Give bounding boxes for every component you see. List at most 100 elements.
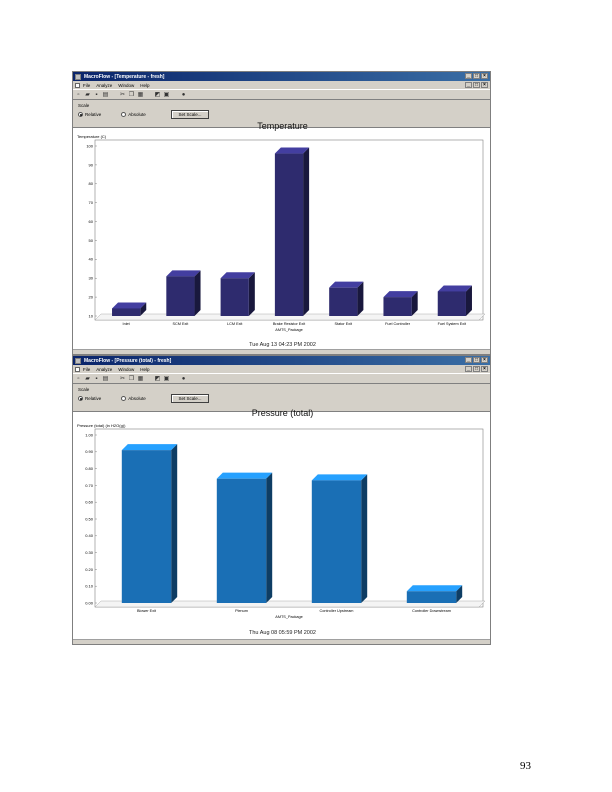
document-icon <box>75 366 80 372</box>
copy-icon[interactable]: ❐ <box>128 91 135 98</box>
temperature-window: MacroFlow - [Temperature - fresh] _ □ × … <box>72 71 491 355</box>
doc-restore-button[interactable]: □ <box>473 82 480 88</box>
copy-icon[interactable]: ❐ <box>128 375 135 382</box>
minimize-button[interactable]: _ <box>465 73 472 79</box>
paste-icon[interactable]: ▦ <box>137 91 144 98</box>
y-tick-label: 0.30 <box>85 550 94 555</box>
pressure-chart: Pressure (total) (in H2O(g)) 0.00 0.10 0.20… <box>77 423 486 619</box>
doc-restore-button[interactable]: □ <box>473 366 480 372</box>
relative-option[interactable]: Relative <box>78 396 101 401</box>
cut-icon[interactable]: ✂ <box>119 91 126 98</box>
toolbar: ▫ ▰ ▪ ▤ ✂ ❐ ▦ ◩ ▣ ● <box>73 89 490 99</box>
menu-help[interactable]: Help <box>140 82 150 88</box>
bar <box>406 591 457 603</box>
relative-label: Relative <box>85 396 102 401</box>
bar <box>329 287 358 316</box>
bar-top <box>406 585 463 592</box>
open-folder-icon[interactable]: ▰ <box>85 91 90 98</box>
x-tick-label: Plenum <box>235 609 248 613</box>
window-title: MacroFlow - [Temperature - fresh] <box>84 73 165 80</box>
title-bar: MacroFlow - [Temperature - fresh] _ □ × <box>73 72 490 81</box>
plot-floor <box>94 600 486 608</box>
doc-minimize-button[interactable]: _ <box>465 82 472 88</box>
bar-top <box>329 281 364 288</box>
print-icon[interactable]: ▤ <box>102 91 109 98</box>
doc-close-button[interactable]: × <box>481 82 488 88</box>
absolute-option[interactable]: Absolute <box>121 112 146 117</box>
document-icon <box>75 82 80 88</box>
bar-top <box>216 472 273 479</box>
save-icon[interactable]: ▪ <box>95 91 98 98</box>
set-scale-button[interactable]: Set Scale... <box>171 110 209 119</box>
menu-window[interactable]: Window <box>118 82 135 88</box>
cut-icon[interactable]: ✂ <box>119 375 126 382</box>
chart-icon[interactable]: ◩ <box>154 91 161 98</box>
y-tick-label: 0.10 <box>85 584 94 589</box>
save-icon[interactable]: ▪ <box>95 375 98 382</box>
table-icon[interactable]: ▣ <box>163 375 170 382</box>
absolute-label: Absolute <box>128 112 146 117</box>
x-tick-label: Controller Upstream <box>320 609 354 613</box>
bar-top <box>112 302 147 309</box>
menu-window[interactable]: Window <box>118 366 135 372</box>
bar-top <box>166 270 201 277</box>
maximize-button[interactable]: □ <box>473 73 480 79</box>
open-folder-icon[interactable]: ▰ <box>85 375 90 382</box>
close-button[interactable]: × <box>481 357 488 363</box>
menu-analyze[interactable]: Analyze <box>96 366 113 372</box>
set-scale-button[interactable]: Set Scale... <box>171 394 209 403</box>
x-axis-label: AMTS_Package <box>275 328 302 332</box>
relative-label: Relative <box>85 112 102 117</box>
x-tick-label: Blower Exit <box>137 609 157 613</box>
bar-side <box>411 291 418 316</box>
table-icon[interactable]: ▣ <box>163 91 170 98</box>
y-tick-label: 0.40 <box>85 533 94 538</box>
minimize-button[interactable]: _ <box>465 357 472 363</box>
bar-side <box>361 474 368 603</box>
bar <box>121 450 172 603</box>
menu-help[interactable]: Help <box>140 366 150 372</box>
bar <box>112 308 141 316</box>
doc-minimize-button[interactable]: _ <box>465 366 472 372</box>
x-tick-label: Inlet <box>123 322 131 326</box>
y-tick-label: 0.70 <box>85 483 94 488</box>
absolute-radio[interactable] <box>121 112 127 117</box>
app-icon <box>75 357 81 364</box>
x-tick-label: Fuel Controller <box>385 322 411 326</box>
paste-icon[interactable]: ▦ <box>137 375 144 382</box>
print-icon[interactable]: ▤ <box>102 375 109 382</box>
new-file-icon[interactable]: ▫ <box>77 375 80 382</box>
relative-radio[interactable] <box>78 396 83 401</box>
absolute-option[interactable]: Absolute <box>121 396 146 401</box>
bar-top <box>383 291 418 298</box>
scale-label: Scale <box>78 103 90 108</box>
chart-icon[interactable]: ◩ <box>154 375 161 382</box>
new-file-icon[interactable]: ▫ <box>77 91 80 98</box>
menu-analyze[interactable]: Analyze <box>96 82 113 88</box>
status-bar <box>73 639 490 644</box>
bar <box>274 153 304 316</box>
app-icon <box>75 73 81 80</box>
y-tick-label: 60 <box>89 219 94 224</box>
close-button[interactable]: × <box>481 73 488 79</box>
temperature-chart: Temperature (C) 10 20 30 40 50 60 70 80 90 100 Inle… <box>77 134 486 332</box>
y-tick-label: 80 <box>89 181 94 186</box>
help-icon[interactable]: ● <box>181 375 186 382</box>
y-tick-label: 0.20 <box>85 567 94 572</box>
help-icon[interactable]: ● <box>181 91 186 98</box>
bar-side <box>171 444 178 603</box>
x-tick-label: Brake Resistor Exit <box>273 322 306 326</box>
y-tick-label: 20 <box>89 295 94 300</box>
y-tick-label: 70 <box>89 200 94 205</box>
relative-radio[interactable] <box>78 112 83 117</box>
menu-file[interactable]: File <box>83 366 91 372</box>
doc-close-button[interactable]: × <box>481 366 488 372</box>
relative-option[interactable]: Relative <box>78 112 101 117</box>
maximize-button[interactable]: □ <box>473 357 480 363</box>
timestamp: Tue Aug 13 04:23 PM 2002 <box>249 342 316 348</box>
absolute-radio[interactable] <box>121 396 127 401</box>
menu-file[interactable]: File <box>83 82 91 88</box>
y-tick-label: 0.60 <box>85 500 94 505</box>
y-tick-label: 1.00 <box>85 432 94 437</box>
y-tick-label: 0.50 <box>85 516 94 521</box>
